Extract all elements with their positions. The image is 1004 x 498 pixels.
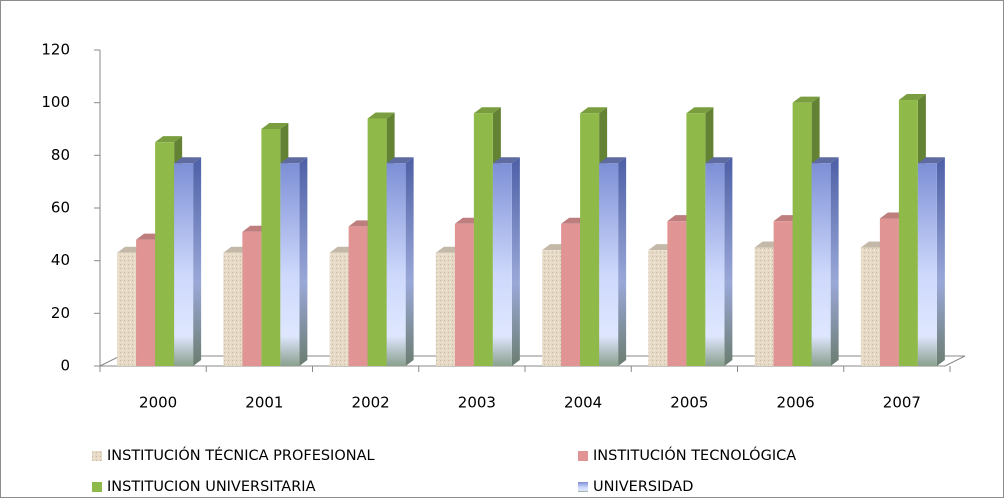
bar-top [792, 96, 820, 103]
x-tick-label: 2002 [352, 394, 390, 412]
legend-label: INSTITUCION UNIVERSITARIA [107, 479, 316, 495]
bar [561, 223, 581, 366]
y-tick-label: 20 [51, 304, 70, 322]
bar-side [724, 157, 733, 366]
bar-top [599, 157, 627, 164]
bar [542, 250, 562, 366]
bar-side [936, 157, 945, 366]
bar [492, 163, 512, 366]
bar [580, 113, 600, 366]
bar [917, 163, 937, 366]
bar-top [898, 94, 926, 101]
bar [117, 252, 137, 366]
bar-top [261, 123, 289, 129]
bar [667, 221, 687, 366]
bar-side [618, 157, 627, 366]
bar-top [155, 136, 183, 143]
legend-swatch [578, 451, 588, 461]
x-tick-label: 2007 [883, 394, 921, 412]
y-tick-label: 80 [51, 146, 70, 164]
y-tick-label: 60 [51, 199, 70, 217]
bar-top [686, 107, 714, 114]
bar [367, 118, 387, 366]
bar [435, 252, 455, 366]
legend-label: UNIVERSIDAD [593, 479, 693, 495]
legend-swatch [92, 482, 102, 492]
bar [136, 239, 156, 366]
y-tick-label: 40 [51, 251, 70, 269]
bar-top [473, 107, 501, 114]
bar [879, 218, 899, 366]
bar-top [367, 112, 395, 119]
bar [811, 163, 831, 366]
bar [348, 226, 368, 366]
bar [686, 113, 706, 366]
bar [261, 129, 281, 366]
bar [473, 113, 493, 366]
bar [280, 163, 300, 366]
legend-swatch [92, 451, 102, 461]
y-tick-label: 120 [41, 41, 70, 59]
bar-top [174, 157, 202, 164]
bar-side [405, 157, 414, 366]
bar [792, 102, 812, 367]
bar [898, 100, 918, 367]
bar [386, 163, 406, 366]
x-tick-label: 2006 [777, 394, 815, 412]
bar-top [386, 157, 414, 164]
bar [223, 252, 243, 366]
x-tick-label: 2005 [670, 394, 708, 412]
bar [454, 223, 474, 366]
bar-top [492, 157, 520, 164]
bar [705, 163, 725, 366]
bar [174, 163, 194, 366]
bar [155, 142, 175, 366]
legend-swatch [578, 482, 588, 492]
legend-label: INSTITUCIÓN TECNOLÓGICA [593, 446, 796, 464]
bar-side [830, 157, 839, 366]
x-tick-label: 2003 [458, 394, 496, 412]
bar-side [299, 157, 308, 366]
x-tick-label: 2001 [245, 394, 283, 412]
bar-side [193, 157, 202, 366]
bar-top [280, 157, 308, 164]
x-tick-label: 2000 [139, 394, 177, 412]
bar [754, 247, 774, 366]
bar [648, 250, 668, 366]
bar [860, 247, 880, 366]
y-tick-label: 0 [60, 357, 70, 375]
bar-top [917, 157, 945, 164]
legend-label: INSTITUCIÓN TÉCNICA PROFESIONAL [107, 446, 375, 464]
bar [599, 163, 619, 366]
bar [329, 252, 349, 366]
bar-side [511, 157, 520, 366]
bar-top [705, 157, 733, 164]
bar-top [811, 157, 839, 164]
y-tick-label: 100 [41, 93, 70, 111]
x-tick-label: 2004 [564, 394, 602, 412]
bar [773, 221, 793, 366]
bar-top [580, 107, 608, 114]
bar [242, 231, 262, 366]
